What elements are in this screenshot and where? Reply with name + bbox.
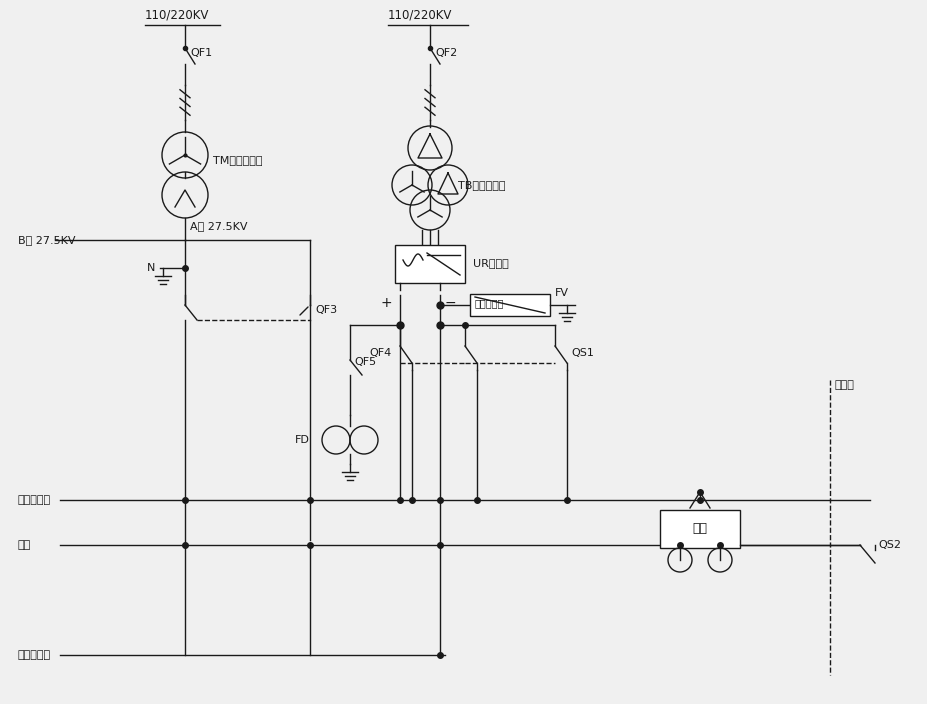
Text: FV: FV bbox=[554, 288, 568, 298]
Text: QF1: QF1 bbox=[190, 48, 212, 58]
Text: +: + bbox=[380, 296, 391, 310]
Text: −: − bbox=[445, 296, 456, 310]
Text: 110/220KV: 110/220KV bbox=[145, 8, 210, 22]
Text: 分区所: 分区所 bbox=[834, 380, 854, 390]
Text: 电压限制器: 电压限制器 bbox=[475, 298, 504, 308]
Text: QS1: QS1 bbox=[570, 348, 593, 358]
Text: FD: FD bbox=[295, 435, 310, 445]
Text: B管 27.5KV: B管 27.5KV bbox=[18, 235, 75, 245]
Text: 牵引网下行: 牵引网下行 bbox=[18, 650, 51, 660]
Text: UR整流器: UR整流器 bbox=[473, 258, 508, 268]
Text: QF3: QF3 bbox=[314, 305, 337, 315]
Bar bbox=[469, 294, 550, 316]
Text: 110/220KV: 110/220KV bbox=[387, 8, 451, 22]
Text: QF2: QF2 bbox=[435, 48, 457, 58]
Text: 钉轨: 钉轨 bbox=[18, 540, 32, 550]
Bar bbox=[395, 245, 464, 283]
Text: QS2: QS2 bbox=[877, 540, 900, 550]
Text: 机车: 机车 bbox=[692, 522, 706, 536]
Text: QF4: QF4 bbox=[369, 348, 391, 358]
Text: N: N bbox=[146, 263, 155, 273]
Text: TM牵引变压器: TM牵引变压器 bbox=[213, 155, 262, 165]
Text: QF5: QF5 bbox=[353, 357, 375, 367]
Text: TB整流变压器: TB整流变压器 bbox=[458, 180, 505, 190]
Bar bbox=[659, 510, 739, 548]
Text: A管 27.5KV: A管 27.5KV bbox=[190, 221, 248, 231]
Text: 牵引网上行: 牵引网上行 bbox=[18, 495, 51, 505]
